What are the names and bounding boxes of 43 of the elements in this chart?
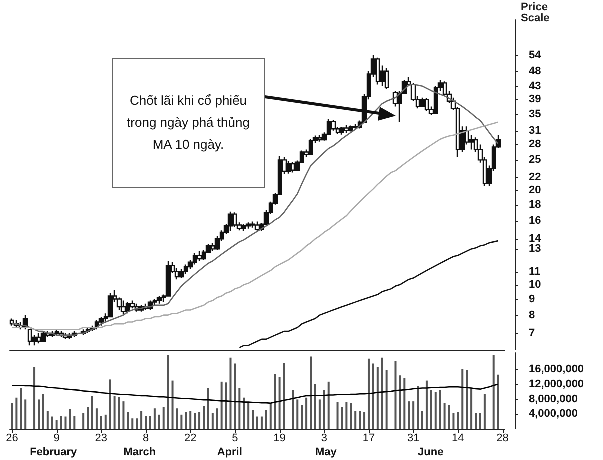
text: April [217,446,242,458]
y-tick-label: 18 [529,198,542,211]
annotation: Chốt lãi khi cổ phiếu trong ngày phá thủng MA 10 ngày. [126,92,251,154]
y-tick-label: 4,000,000 [529,408,578,420]
y-tick-label: 7 [529,327,536,340]
x-tick-label: 5 [232,432,238,444]
x-tick-label: 26 [6,432,18,444]
y-tick-label: 54 [529,49,542,62]
x-tick-label: 31 [407,432,420,444]
y-tick-label: 43 [529,80,542,92]
y-tick-label: 20 [529,184,542,197]
callout-box: Chốt lãi khi cổ phiếu trong ngày phá thủng MA 10 ngày. [112,58,265,188]
x-tick-label: 8 [142,432,150,444]
text: February [30,446,78,458]
y-tick-label: 16,000,000 [529,364,584,376]
x-tick-label: 28 [496,432,509,444]
text: March [124,446,156,458]
y-tick-label: 14 [529,233,542,246]
y-tick-label: 48 [529,65,542,78]
y-tick-label: 25 [529,154,542,166]
y-tick-label: 35 [529,108,542,120]
y-tick-label: 28 [529,138,542,151]
y-tick-label: 9 [529,293,536,306]
x-tick-label: 22 [184,432,197,444]
x-tick-label: 17 [362,432,376,444]
x-tick-label: 3 [321,432,328,444]
x-tick-label: 23 [95,432,108,444]
y-tick-label: 31 [529,124,542,137]
y-tick-label: 8,000,000 [529,393,578,406]
x-tick-label: 19 [274,432,286,444]
text: May [315,446,338,458]
y-tick-label: 39 [529,94,542,106]
y-axis-title: Price Scale [521,2,552,24]
y-tick-label: 12,000,000 [529,378,584,391]
y-tick-label: 22 [529,172,542,184]
y-tick-label: 8 [529,309,536,322]
y-tick-label: 16 [529,214,542,227]
x-tick-label: 14 [452,432,464,444]
y-tick-label: 10 [529,278,542,291]
x-tick-label: 9 [54,432,60,444]
text: June [418,446,444,458]
y-tick-label: 11 [529,266,541,278]
y-tick-label: 13 [529,243,542,256]
